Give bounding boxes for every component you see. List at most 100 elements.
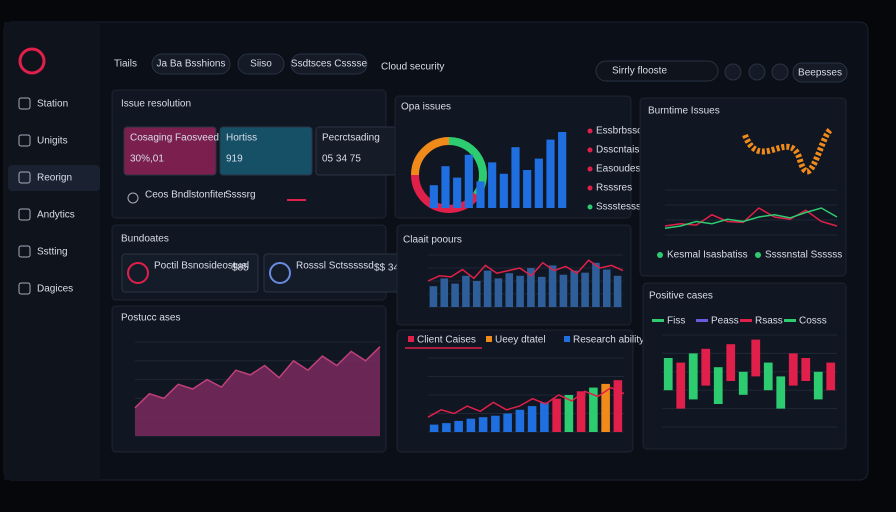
legend-label: Peass xyxy=(711,316,739,327)
panel xyxy=(642,282,847,450)
candle xyxy=(776,376,786,409)
bar xyxy=(441,166,450,208)
candle xyxy=(701,348,711,386)
stat-card xyxy=(219,126,313,176)
sidebar-item: Dagices xyxy=(37,284,73,295)
line xyxy=(134,346,381,409)
legend-dot xyxy=(587,185,593,191)
bar xyxy=(511,147,520,208)
bar xyxy=(429,185,438,208)
legend-swatch xyxy=(408,336,414,342)
stat-value: 919 xyxy=(226,154,243,165)
footer-text: Ceos Bndlstonfiter xyxy=(145,190,227,201)
search-box[interactable] xyxy=(595,60,719,82)
area xyxy=(135,346,380,436)
legend-dot xyxy=(587,128,593,134)
bar xyxy=(613,380,623,432)
bar xyxy=(453,177,462,208)
sidebar-icon xyxy=(18,171,31,184)
legend-dot xyxy=(587,166,593,172)
tab[interactable] xyxy=(151,53,231,75)
app-title: Tiails xyxy=(114,59,137,70)
bar xyxy=(558,132,567,208)
tab[interactable] xyxy=(290,53,368,75)
card-value: $$ 34 xyxy=(374,263,399,274)
legend-swatch xyxy=(740,319,752,322)
bar xyxy=(472,281,481,307)
panel-title: Positive cases xyxy=(649,291,713,302)
bar xyxy=(564,395,574,432)
panel-title: Claait poours xyxy=(403,235,462,246)
sidebar-active xyxy=(8,165,100,191)
icon-button[interactable] xyxy=(724,63,742,81)
candle xyxy=(763,362,773,391)
icon-button[interactable] xyxy=(748,63,766,81)
stat-value: 05 34 75 xyxy=(322,154,361,165)
bar xyxy=(491,415,500,432)
bar xyxy=(602,269,611,307)
candle xyxy=(663,358,673,391)
account-button[interactable] xyxy=(792,62,848,83)
sidebar-icon xyxy=(18,134,31,147)
icon-button[interactable] xyxy=(771,63,789,81)
sidebar-icon xyxy=(18,282,31,295)
legend-dot xyxy=(587,204,593,210)
sidebar-item: Unigits xyxy=(37,136,68,147)
panel-title: Postucc ases xyxy=(121,313,180,324)
bar xyxy=(505,273,514,307)
legend-label: Ssssnstal Ssssss xyxy=(765,250,842,261)
bar xyxy=(515,409,525,432)
bar xyxy=(601,383,610,432)
legend-swatch xyxy=(652,319,664,322)
bar xyxy=(478,417,488,432)
panel-title: Opa issues xyxy=(401,102,451,113)
bar xyxy=(451,283,459,307)
stat-label: Cosaging Faosveed xyxy=(130,133,219,144)
legend-dot xyxy=(657,252,663,258)
legend-label: Kesmal Isasbatiss xyxy=(667,250,748,261)
bar xyxy=(476,181,485,208)
legend-dot xyxy=(587,147,593,153)
legend-label: Sssstesss xyxy=(596,202,641,213)
sidebar-item: Sstting xyxy=(37,247,68,258)
logo xyxy=(18,47,46,75)
legend-swatch xyxy=(564,336,570,342)
candle xyxy=(676,362,686,409)
bar xyxy=(552,398,561,432)
sidebar-item: Reorign xyxy=(37,173,72,184)
candle xyxy=(801,358,811,381)
cluster-art xyxy=(742,127,833,175)
legend-label: Research ability xyxy=(573,335,644,346)
sidebar-icon xyxy=(18,245,31,258)
bar xyxy=(464,154,473,208)
bar xyxy=(527,268,535,307)
candle xyxy=(826,362,836,391)
tab-label: Siiso xyxy=(250,59,272,70)
tab[interactable] xyxy=(237,53,285,75)
bar xyxy=(466,418,476,432)
tab-label: Ssdtsces Csssse xyxy=(291,59,368,70)
candle xyxy=(738,371,748,395)
sidebar-icon xyxy=(18,208,31,221)
account-label: Beepsses xyxy=(798,68,842,79)
mini-card xyxy=(121,253,259,293)
donut-segment xyxy=(411,137,450,176)
bar xyxy=(540,402,549,432)
bar xyxy=(613,275,622,307)
card-label: Poctil Bsnosideostuel xyxy=(154,261,249,272)
candle xyxy=(713,367,723,404)
stat-label: Hortiss xyxy=(226,133,257,144)
bar xyxy=(462,275,470,307)
bar xyxy=(570,270,579,307)
legend-label: Ueey dtatel xyxy=(495,335,546,346)
info-icon xyxy=(127,192,139,204)
candle xyxy=(726,344,736,381)
card-label: Rosssl Sctsssssd xyxy=(296,261,374,272)
bar xyxy=(548,265,557,307)
bar xyxy=(516,275,524,307)
sidebar-icon xyxy=(18,97,31,110)
page-heading: Cloud security xyxy=(381,62,444,73)
bar xyxy=(559,274,568,307)
bar xyxy=(483,270,492,307)
